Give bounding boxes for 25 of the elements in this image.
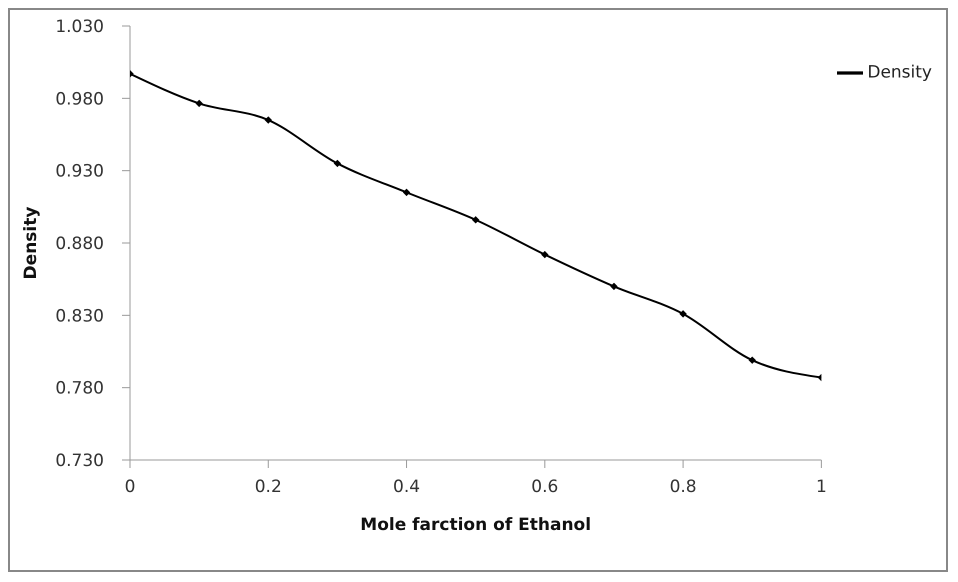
x-tick-label: 0.4 <box>393 477 420 498</box>
legend-label: Density <box>867 62 932 83</box>
point <box>403 188 410 196</box>
y-tick-label: 0.930 <box>55 162 104 182</box>
point <box>680 310 687 318</box>
point <box>541 251 548 258</box>
point <box>264 116 272 124</box>
y-tick-label: 0.830 <box>55 306 104 326</box>
point <box>472 216 480 224</box>
y-tick-label: 1.030 <box>55 17 104 38</box>
x-tick-label: 1 <box>816 477 827 498</box>
point <box>334 160 341 167</box>
point <box>196 100 203 107</box>
x-tick-label: 0.8 <box>670 477 697 498</box>
y-tick-label: 0.730 <box>55 451 104 472</box>
x-axis-title: Mole farction of Ethanol <box>360 515 592 535</box>
x-tick-label: 0.6 <box>531 477 558 498</box>
x-tick-label: 0 <box>124 477 136 498</box>
point <box>748 356 756 364</box>
y-tick-label: 0.880 <box>55 234 104 254</box>
y-tick-label: 0.980 <box>55 89 104 110</box>
point <box>610 282 618 290</box>
x-tick-label: 0.2 <box>254 477 282 498</box>
y-axis-title: Density <box>21 206 42 280</box>
y-tick-label: 0.780 <box>55 378 104 399</box>
